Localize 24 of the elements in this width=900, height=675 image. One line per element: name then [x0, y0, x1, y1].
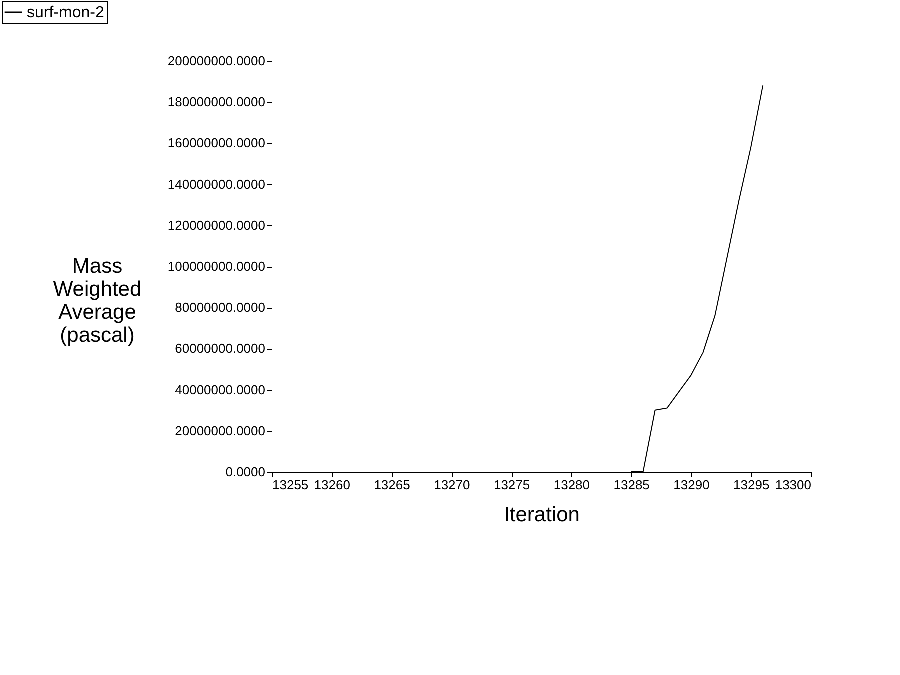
y-tick-label: 40000000.0000 [175, 382, 266, 398]
y-tick-label: 180000000.0000 [168, 94, 266, 110]
x-tick-label: 13280 [554, 478, 590, 492]
x-tick-label: 13290 [674, 478, 710, 492]
x-axis-title: Iteration [504, 504, 580, 526]
y-tick-label: 160000000.0000 [168, 136, 266, 151]
y-tick-label: 80000000.0000 [175, 300, 266, 316]
y-axis-title: Mass Weighted Average (pascal) [53, 255, 142, 347]
y-tick-label: 200000000.0000 [168, 54, 266, 68]
x-tick-label: 13270 [434, 478, 470, 492]
y-tick-label: 100000000.0000 [168, 259, 266, 274]
y-tick-label: 120000000.0000 [168, 218, 266, 233]
y-tick-label: 60000000.0000 [175, 341, 266, 356]
x-tick-label: 13275 [494, 478, 530, 492]
x-tick-label: 13260 [314, 478, 350, 492]
x-tick-label: 13265 [374, 478, 410, 492]
x-tick-label: 13285 [614, 478, 650, 492]
y-tick-label: 20000000.0000 [175, 423, 266, 438]
x-tick-label: 13300 [775, 478, 812, 492]
legend-label: surf-mon-2 [27, 4, 104, 22]
x-tick-label: 13295 [734, 478, 770, 492]
x-tick-label: 13255 [272, 478, 309, 492]
y-tick-label: 140000000.0000 [168, 176, 266, 192]
y-tick-label: 0.0000 [226, 464, 266, 480]
